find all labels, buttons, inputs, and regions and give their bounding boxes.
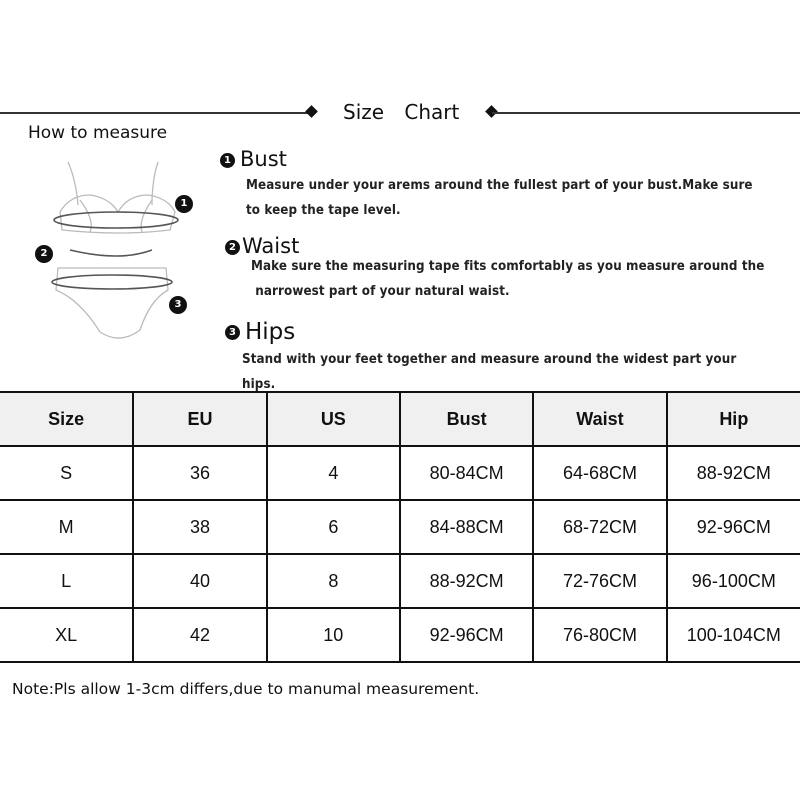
cell: S [0,445,135,501]
cell: 72-76CM [532,553,668,609]
waist-heading: 2 Waist [225,234,299,258]
cell: 76-80CM [532,607,668,663]
diamond-icon [305,105,318,118]
bikini-illustration [51,161,179,339]
bust-line-1: Measure under your arems around the full… [246,178,753,193]
cell: 96-100CM [665,553,800,609]
cell: 42 [132,607,268,663]
cell: 80-84CM [398,445,535,501]
cell: 100-104CM [665,607,800,663]
table-row: L 40 8 88-92CM 72-76CM 96-100CM [0,553,800,609]
divider-right [492,112,800,114]
number-2-icon: 2 [225,239,240,255]
step-1-badge: 1 [175,195,193,213]
page-title: Size Chart [343,100,460,124]
cell: 36 [132,445,268,501]
cell: 8 [265,553,401,609]
table-row: S 36 4 80-84CM 64-68CM 88-92CM [0,445,800,501]
cell: 68-72CM [532,499,668,555]
table-header-row: Size EU US Bust Waist Hip [0,391,800,447]
cell: L [0,553,135,609]
bust-heading: 1 Bust [220,147,287,171]
waist-line-1: Make sure the measuring tape fits comfor… [251,259,765,274]
cell: 6 [265,499,401,555]
how-to-measure-label: How to measure [28,123,168,143]
size-table: Size EU US Bust Waist Hip S 36 4 80-84CM 64-… [0,391,800,663]
cell: 38 [132,499,268,555]
waist-description: Make sure the measuring tape fits comfor… [251,254,764,304]
waist-title: Waist [242,234,300,258]
step-2-badge: 2 [35,245,53,263]
table-row: M 38 6 84-88CM 68-72CM 92-96CM [0,499,800,555]
number-1-icon: 1 [220,152,235,168]
cell: 4 [265,445,401,501]
hips-line-1: Stand with your feet together and measur… [242,352,737,392]
bust-description: Measure under your arems around the full… [246,173,753,223]
hips-title: Hips [245,319,296,345]
cell: 84-88CM [398,499,535,555]
cell: 92-96CM [665,499,800,555]
cell: XL [0,607,135,663]
header-us: US [265,391,401,447]
header-size: Size [0,391,135,447]
cell: M [0,499,135,555]
header-hip: Hip [665,391,800,447]
cell: 88-92CM [665,445,800,501]
measurement-note: Note:Pls allow 1-3cm differs,due to manu… [12,680,480,698]
header-bust: Bust [398,391,535,447]
bust-line-2: to keep the tape level. [246,203,401,218]
divider-left [0,112,310,114]
header-waist: Waist [532,391,668,447]
table-row: XL 42 10 92-96CM 76-80CM 100-104CM [0,607,800,663]
hips-description: Stand with your feet together and measur… [242,347,755,397]
waist-line-2: narrowest part of your natural waist. [251,284,510,299]
cell: 92-96CM [398,607,535,663]
cell: 88-92CM [398,553,535,609]
number-3-icon: 3 [225,325,240,340]
cell: 40 [132,553,268,609]
cell: 64-68CM [532,445,668,501]
hips-heading: 3 Hips [225,319,295,345]
cell: 10 [265,607,401,663]
header-eu: EU [132,391,268,447]
step-3-badge: 3 [169,296,187,314]
bust-title: Bust [240,147,287,171]
